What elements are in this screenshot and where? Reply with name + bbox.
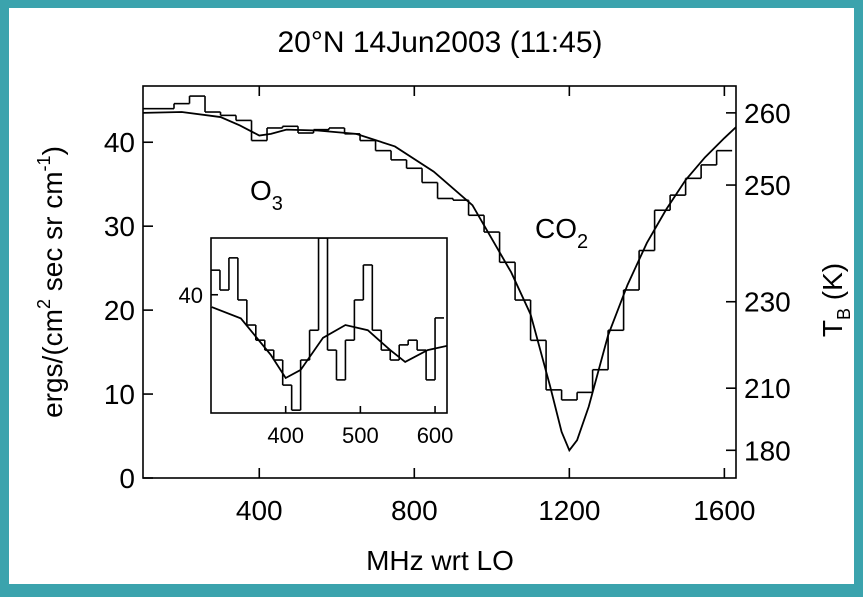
- annotation-part: CO: [535, 213, 577, 244]
- y-tick-label: 20: [104, 295, 135, 326]
- label-sup: 2: [34, 299, 54, 309]
- y2-tick-label: 180: [744, 435, 791, 466]
- y2-tick-label: 260: [744, 98, 791, 129]
- y2-tick-label: 250: [744, 170, 791, 201]
- label-part: ): [37, 146, 68, 155]
- y-tick-label: 10: [104, 379, 135, 410]
- annotation: CO2: [535, 213, 588, 253]
- x-tick-label: 500: [342, 423, 379, 448]
- y-tick-label: 0: [119, 463, 135, 494]
- x-tick-label: 400: [267, 423, 304, 448]
- plot-frame: [210, 237, 448, 414]
- y-tick-label: 30: [104, 211, 135, 242]
- annotation: O3: [250, 175, 283, 215]
- model-line: [211, 306, 447, 380]
- x-tick-label: 400: [236, 495, 283, 526]
- x-tick-label: 1200: [538, 495, 600, 526]
- plot-area: [211, 238, 447, 411]
- x-tick-label: 600: [417, 423, 454, 448]
- x-tick-label: 800: [391, 495, 438, 526]
- chart-title: 20°N 14Jun2003 (11:45): [277, 26, 602, 59]
- label-sup: -1: [34, 155, 54, 171]
- plot-area: [143, 95, 736, 453]
- annotation-part: O: [250, 175, 272, 206]
- label-part: T: [817, 320, 848, 337]
- x-tick-label: 1600: [693, 495, 755, 526]
- y-axis-label: ergs/(cm2 sec sr cm-1): [34, 146, 68, 418]
- label-part: ergs/(cm: [37, 309, 68, 418]
- y2-tick-label: 230: [744, 287, 791, 318]
- y2-axis-label: TB (K): [817, 263, 854, 337]
- x-axis-label: MHz wrt LO: [366, 545, 514, 576]
- label-part: sec sr cm: [37, 171, 68, 299]
- plot-frame: [142, 85, 737, 479]
- y2-tick-label: 210: [744, 373, 791, 404]
- y-tick-label: 40: [179, 283, 203, 308]
- label-sub: B: [834, 308, 854, 320]
- y-tick-label: 40: [104, 127, 135, 158]
- label-part: (K): [817, 263, 848, 308]
- model-line: [143, 111, 736, 453]
- annotation-sub: 2: [577, 231, 588, 253]
- annotation-sub: 3: [272, 193, 283, 215]
